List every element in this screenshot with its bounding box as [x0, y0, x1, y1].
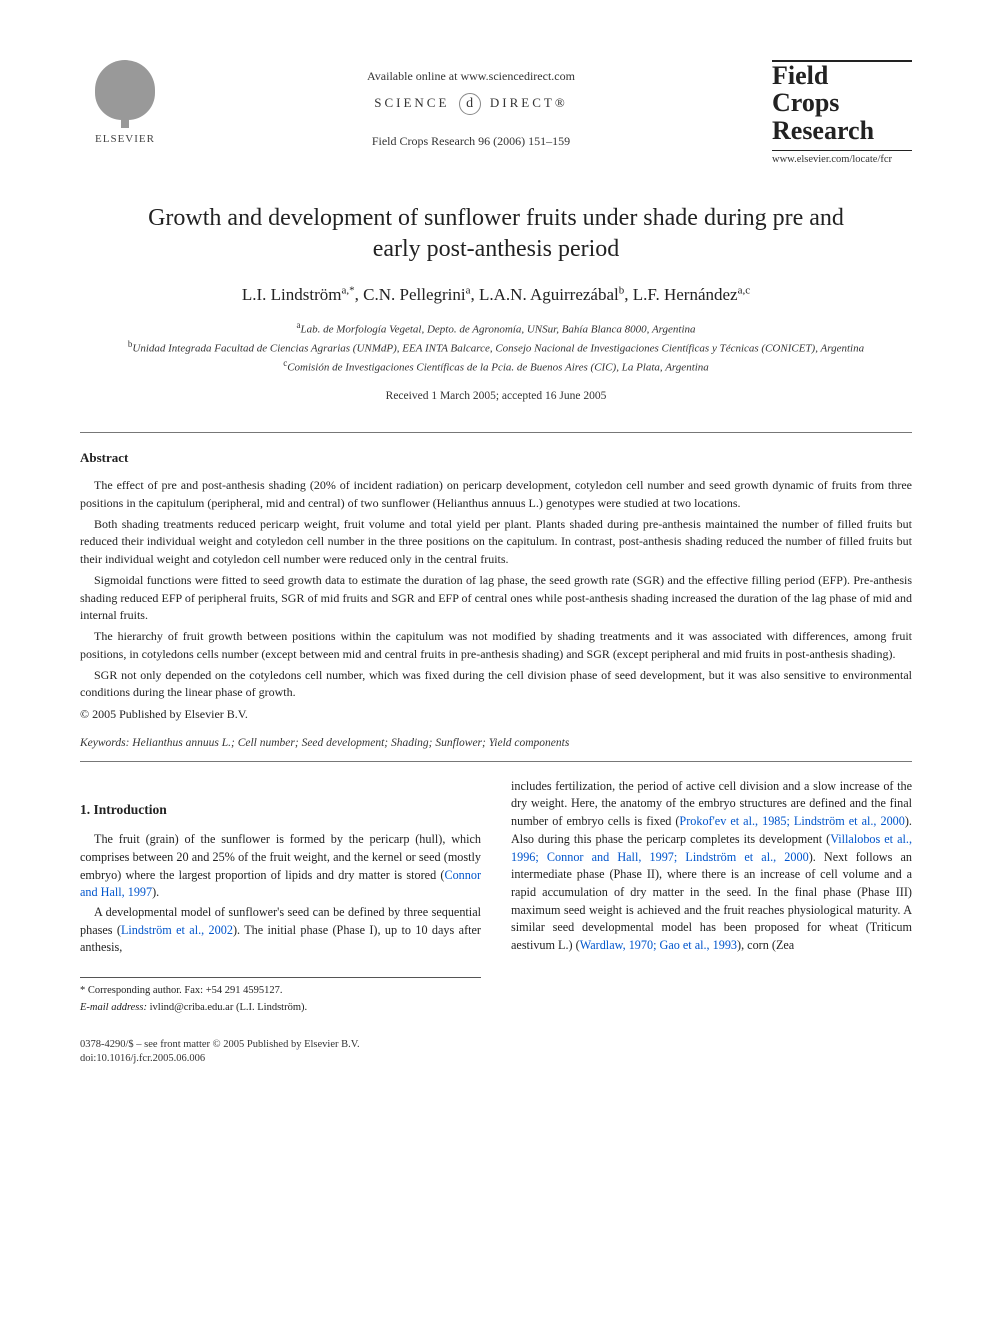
- abstract-heading: Abstract: [80, 449, 912, 467]
- journal-title-l2: Crops: [772, 88, 839, 117]
- section-1-heading: 1. Introduction: [80, 800, 481, 820]
- received-line: Received 1 March 2005; accepted 16 June …: [80, 388, 912, 404]
- separator-bottom: [80, 761, 912, 762]
- header-row: ELSEVIER Available online at www.science…: [80, 60, 912, 168]
- affil-a: Lab. de Morfología Vegetal, Depto. de Ag…: [300, 323, 695, 335]
- right-column: includes fertilization, the period of ac…: [511, 778, 912, 1018]
- body-columns: 1. Introduction The fruit (grain) of the…: [80, 778, 912, 1018]
- elsevier-tree-icon: [95, 60, 155, 120]
- sciencedirect-logo: SCIENCE d DIRECT®: [170, 93, 772, 115]
- header-center: Available online at www.sciencedirect.co…: [170, 60, 772, 150]
- authors-line: L.I. Lindströma,*, C.N. Pellegrinia, L.A…: [80, 283, 912, 307]
- affil-c: Comisión de Investigaciones Científicas …: [287, 362, 709, 374]
- email-label: E-mail address:: [80, 1002, 147, 1013]
- ref-wardlaw-gao[interactable]: Wardlaw, 1970; Gao et al., 1993: [580, 938, 737, 952]
- footer-line1: 0378-4290/$ – see front matter © 2005 Pu…: [80, 1038, 912, 1053]
- sd-right: DIRECT®: [490, 95, 568, 110]
- journal-reference: Field Crops Research 96 (2006) 151–159: [170, 133, 772, 150]
- publisher-logo-block: ELSEVIER: [80, 60, 170, 147]
- email-value: ivlind@criba.edu.ar (L.I. Lindström).: [150, 1002, 308, 1013]
- corresponding-footnote: * Corresponding author. Fax: +54 291 459…: [80, 977, 481, 1015]
- intro-p2-cont: includes fertilization, the period of ac…: [511, 778, 912, 955]
- journal-url: www.elsevier.com/locate/fcr: [772, 150, 912, 168]
- journal-title-l3: Research: [772, 116, 874, 145]
- intro-p1: The fruit (grain) of the sunflower is fo…: [80, 831, 481, 902]
- keywords-text: Helianthus annuus L.; Cell number; Seed …: [132, 737, 569, 749]
- journal-title: Field Crops Research: [772, 60, 912, 144]
- corresp-line: * Corresponding author. Fax: +54 291 459…: [80, 984, 481, 999]
- intro-r1d: ), corn (Zea: [737, 938, 794, 952]
- journal-title-l1: Field: [772, 61, 828, 90]
- abstract-p2: Both shading treatments reduced pericarp…: [80, 516, 912, 568]
- sd-left: SCIENCE: [374, 95, 449, 110]
- keywords-line: Keywords: Helianthus annuus L.; Cell num…: [80, 735, 912, 751]
- ref-lindstrom-2002[interactable]: Lindström et al., 2002: [121, 923, 233, 937]
- intro-p1b: ).: [152, 885, 159, 899]
- abstract-block: Abstract The effect of pre and post-anth…: [80, 449, 912, 723]
- abstract-p1: The effect of pre and post-anthesis shad…: [80, 477, 912, 512]
- article-title: Growth and development of sunflower frui…: [140, 203, 852, 265]
- page-footer: 0378-4290/$ – see front matter © 2005 Pu…: [80, 1038, 912, 1067]
- intro-p2: A developmental model of sunflower's see…: [80, 904, 481, 957]
- affiliations: aLab. de Morfología Vegetal, Depto. de A…: [80, 319, 912, 376]
- journal-title-block: Field Crops Research www.elsevier.com/lo…: [772, 60, 912, 168]
- separator-top: [80, 432, 912, 433]
- abstract-copyright: © 2005 Published by Elsevier B.V.: [80, 706, 912, 723]
- available-online-line: Available online at www.sciencedirect.co…: [170, 68, 772, 85]
- left-column: 1. Introduction The fruit (grain) of the…: [80, 778, 481, 1018]
- intro-p1a: The fruit (grain) of the sunflower is fo…: [80, 832, 481, 881]
- abstract-p3: Sigmoidal functions were fitted to seed …: [80, 572, 912, 624]
- ref-prokofev-lindstrom[interactable]: Prokof'ev et al., 1985; Lindström et al.…: [679, 814, 904, 828]
- keywords-label: Keywords:: [80, 737, 129, 749]
- abstract-p4: The hierarchy of fruit growth between po…: [80, 628, 912, 663]
- email-line: E-mail address: ivlind@criba.edu.ar (L.I…: [80, 1001, 481, 1016]
- affil-b: Unidad Integrada Facultad de Ciencias Ag…: [132, 342, 864, 354]
- sd-at-icon: d: [459, 93, 481, 115]
- footer-line2: doi:10.1016/j.fcr.2005.06.006: [80, 1052, 912, 1067]
- publisher-label: ELSEVIER: [95, 132, 155, 147]
- intro-r1c: ). Next follows an intermediate phase (P…: [511, 850, 912, 952]
- abstract-p5: SGR not only depended on the cotyledons …: [80, 667, 912, 702]
